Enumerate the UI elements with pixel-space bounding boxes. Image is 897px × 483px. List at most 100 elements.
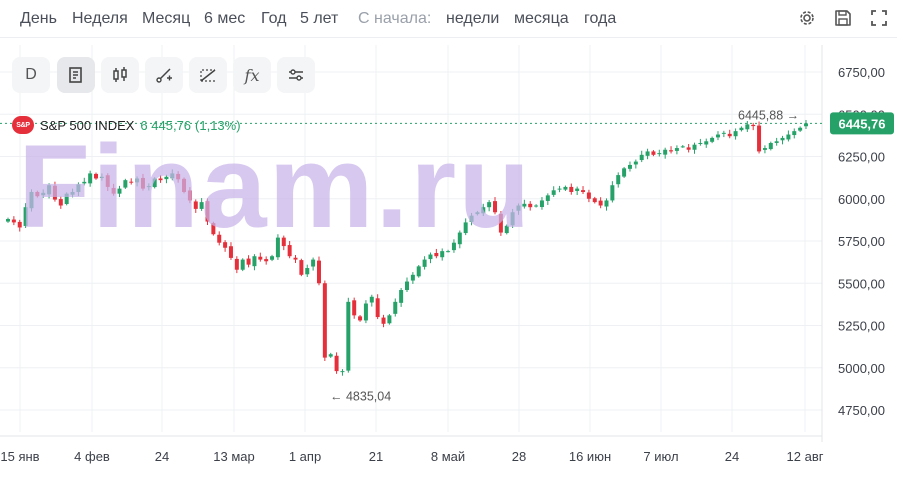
candle-body	[105, 175, 110, 187]
x-tick-label: 1 апр	[289, 449, 321, 464]
candle-body	[217, 234, 222, 243]
period-month[interactable]: Месяц	[142, 10, 191, 27]
x-tick-label: 4 фев	[74, 449, 110, 464]
period-5-years[interactable]: 5 лет	[300, 10, 339, 27]
x-tick-label: 28	[512, 449, 526, 464]
candle-body	[727, 133, 732, 137]
symbol-logo-badge: S&P	[12, 116, 34, 134]
since-week[interactable]: недели	[446, 10, 500, 27]
chart-type-icon[interactable]	[57, 57, 95, 93]
candle-body	[293, 257, 298, 260]
candles-icon[interactable]	[101, 57, 139, 93]
candle-body	[692, 144, 697, 150]
symbol-legend: S&P S&P 500 INDEX 6 445,76 (1,13%)	[12, 116, 241, 134]
candle-body	[234, 258, 239, 270]
candle-body	[704, 141, 709, 145]
candle-body	[434, 252, 439, 257]
candle-body	[616, 175, 621, 185]
candle-body	[798, 127, 803, 131]
candle-body	[780, 137, 785, 141]
candle-body	[422, 259, 427, 267]
y-tick-label: 5750,00	[838, 234, 885, 249]
candle-body	[129, 181, 134, 183]
candle-body	[375, 298, 380, 318]
candle-body	[463, 222, 468, 234]
y-tick-label: 5000,00	[838, 361, 885, 376]
candle-body	[381, 317, 386, 324]
candle-body	[604, 200, 609, 207]
period-day[interactable]: День	[20, 10, 57, 27]
candle-body	[82, 181, 87, 184]
fullscreen-icon[interactable]	[868, 7, 890, 29]
candle-body	[639, 154, 644, 161]
interval-button[interactable]: D	[12, 57, 50, 93]
candle-body	[774, 141, 779, 143]
candle-body	[111, 187, 116, 194]
candle-body	[545, 195, 550, 201]
y-tick-label: 5500,00	[838, 276, 885, 291]
x-tick-label: 24	[155, 449, 169, 464]
candle-body	[340, 371, 345, 373]
since-year[interactable]: года	[584, 10, 617, 27]
candle-body	[99, 176, 104, 178]
candle-body	[35, 191, 40, 197]
candle-body	[622, 168, 627, 177]
candle-body	[698, 142, 703, 144]
candle-body	[751, 124, 756, 127]
candle-body	[457, 232, 462, 245]
candle-body	[281, 237, 286, 247]
candle-body	[510, 212, 515, 226]
y-tick-label: 6250,00	[838, 150, 885, 165]
candle-body	[287, 245, 292, 257]
candle-body	[70, 191, 75, 195]
gear-icon[interactable]	[796, 7, 818, 29]
candle-body	[768, 142, 773, 150]
interval-label: D	[25, 66, 37, 83]
candle-body	[299, 260, 304, 275]
candle-body	[487, 202, 492, 208]
draw-line-icon[interactable]	[145, 57, 183, 93]
candle-body	[52, 185, 57, 200]
y-tick-label: 6000,00	[838, 192, 885, 207]
candle-body	[205, 201, 210, 222]
candle-body	[721, 132, 726, 134]
x-tick-label: 24	[725, 449, 739, 464]
candle-body	[6, 219, 10, 222]
last-price-label: 6445,76	[839, 116, 886, 131]
fibonacci-icon[interactable]	[189, 57, 227, 93]
candle-body	[334, 355, 339, 372]
x-tick-label: 12 авг	[787, 449, 824, 464]
candle-body	[76, 184, 81, 192]
candle-body	[258, 256, 263, 260]
period-year[interactable]: Год	[261, 10, 287, 27]
candle-body	[563, 186, 568, 190]
period-6-months[interactable]: 6 мес	[204, 10, 246, 27]
candle-body	[322, 283, 327, 358]
since-month[interactable]: месяца	[514, 10, 569, 27]
candle-body	[316, 260, 321, 284]
candle-body	[170, 173, 175, 179]
candle-body	[762, 148, 767, 150]
candle-body	[498, 213, 503, 233]
candle-body	[11, 219, 16, 223]
candle-body	[446, 251, 451, 253]
x-tick-label: 7 июл	[643, 449, 678, 464]
candle-body	[481, 207, 486, 214]
candle-body	[792, 131, 797, 136]
candle-body	[393, 301, 398, 314]
candle-body	[428, 254, 433, 260]
candle-body	[715, 134, 720, 138]
symbol-name[interactable]: S&P 500 INDEX	[40, 117, 135, 133]
period-week[interactable]: Неделя	[72, 10, 128, 27]
save-icon[interactable]	[832, 7, 854, 29]
last-price-box	[830, 112, 894, 135]
symbol-change: (1,13%)	[195, 117, 241, 133]
candle-body	[569, 186, 574, 192]
candle-body	[657, 153, 662, 155]
low-annotation-label: ← 4835,04	[330, 390, 391, 404]
indicators-icon[interactable]: fx	[233, 57, 271, 93]
settings-sliders-icon[interactable]	[277, 57, 315, 93]
candle-body	[581, 190, 586, 192]
candle-body	[387, 315, 392, 324]
